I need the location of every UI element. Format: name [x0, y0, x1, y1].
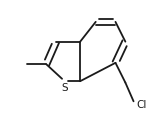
- Text: S: S: [61, 83, 68, 93]
- Text: Cl: Cl: [137, 100, 147, 110]
